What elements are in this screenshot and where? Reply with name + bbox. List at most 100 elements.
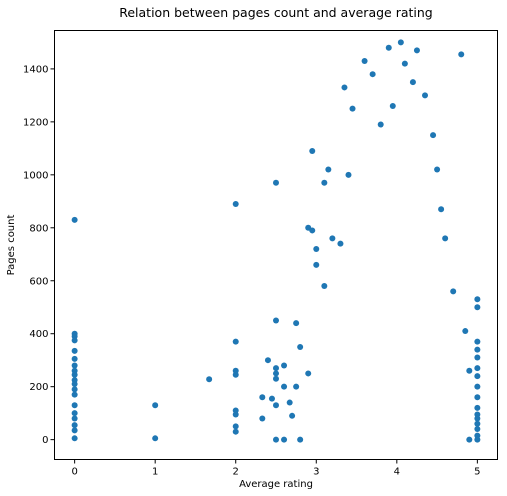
y-tick-label: 0 [42,435,48,446]
data-point [466,367,473,374]
data-point [321,283,328,290]
data-point [474,346,481,353]
data-point [297,436,304,443]
data-point [313,245,320,252]
data-point [281,362,288,369]
data-point [397,39,404,46]
data-point [273,370,279,377]
y-tick-label: 800 [29,223,48,234]
data-point [345,171,352,178]
data-point [71,355,78,362]
y-tick-label: 1400 [23,64,48,75]
data-point [259,394,266,401]
y-tick-label: 400 [29,329,48,340]
data-point [413,47,420,54]
data-point [474,394,481,401]
data-point [264,357,271,364]
y-tick-label: 1000 [23,170,48,181]
x-tick-label: 5 [474,467,480,478]
data-point [71,381,78,388]
data-point [293,383,300,390]
data-point [297,343,304,350]
x-tick-label: 4 [394,467,400,478]
data-point [71,422,78,429]
y-axis: 0 200 400 600 800 1000 1200 1400 [23,64,55,446]
data-point [273,375,279,382]
data-point [458,51,465,58]
y-tick-label: 200 [29,382,48,393]
data-point [232,411,239,418]
data-point [293,320,300,327]
data-point [401,60,408,67]
data-point [341,84,348,91]
data-point [442,235,449,242]
data-point [337,240,344,247]
data-point [474,383,481,390]
data-point [321,179,328,186]
data-point [474,415,481,422]
data-point [349,105,356,112]
x-axis-label: Average rating [239,479,313,490]
data-point [466,436,473,443]
data-point [361,57,368,64]
data-point [273,436,279,443]
data-point [474,365,481,372]
data-point [152,402,159,409]
data-point [409,79,416,86]
data-point [268,395,275,402]
data-point [71,402,78,409]
data-point [434,166,441,173]
data-point [273,317,279,324]
data-point [438,206,445,213]
data-point [385,44,392,51]
data-point [289,412,296,419]
data-point [232,338,239,345]
data-point [273,402,279,409]
data-point [313,261,320,268]
data-point [474,296,481,303]
data-point [474,373,481,380]
data-point [450,288,457,295]
data-point [474,354,481,361]
data-point [71,391,78,398]
y-tick-label: 1200 [23,117,48,128]
x-tick-label: 1 [152,467,158,478]
data-point [281,383,288,390]
data-point [430,132,437,139]
data-point [474,338,481,345]
data-point [232,423,239,430]
data-point [71,347,78,354]
x-axis: 0 1 2 3 4 5 [71,459,481,478]
y-axis-label: Pages count [6,215,17,276]
data-point [377,121,384,128]
data-point [281,436,288,443]
data-point [232,371,239,378]
data-point [474,420,481,427]
data-point [389,102,396,109]
data-point [329,235,336,242]
data-point [71,216,78,223]
data-point [71,415,78,422]
data-point [273,179,279,186]
data-point [474,404,481,411]
y-tick-label: 600 [29,276,48,287]
data-point [71,362,78,369]
data-point [305,370,312,377]
data-point [325,166,332,173]
x-tick-label: 3 [313,467,319,478]
data-point [422,92,429,99]
data-point [71,435,78,442]
data-point [474,426,481,433]
data-point [474,436,481,443]
data-point [232,428,239,435]
data-point [309,147,316,154]
data-point [71,410,78,417]
data-point [259,415,266,422]
data-point [232,200,239,207]
data-point [369,71,376,78]
data-point [152,435,159,442]
data-point [206,376,213,383]
data-point [71,386,78,393]
plot-frame [54,30,498,460]
